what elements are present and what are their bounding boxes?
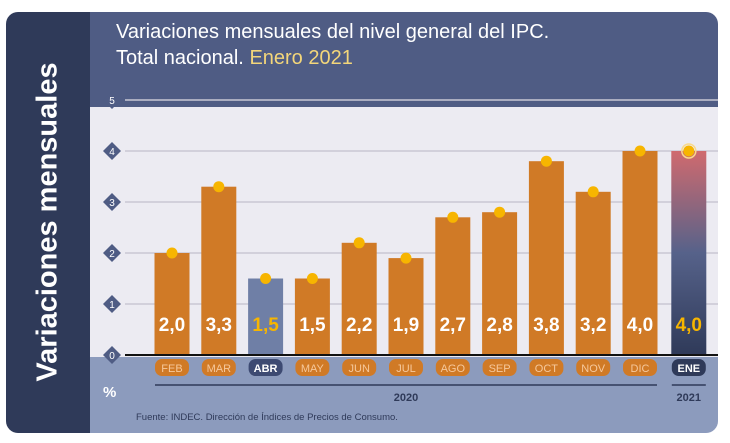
month-pill (155, 359, 189, 376)
bar-marker-halo (681, 143, 697, 159)
side-panel: Variaciones mensuales (6, 12, 90, 433)
data-label: 2,7 (440, 315, 466, 336)
y-tick-label: 5 (109, 96, 115, 107)
y-tick-label: 3 (109, 198, 115, 209)
y-tick-marker (103, 295, 121, 313)
subtitle-highlight: Enero 2021 (249, 47, 353, 69)
month-pill (529, 359, 564, 376)
bar-oct (528, 161, 564, 355)
data-label: 1,9 (393, 315, 419, 336)
month-label: ENE (677, 363, 700, 375)
y-unit-label: % (103, 384, 117, 401)
bar-abr (248, 278, 284, 355)
chart-subtitle: Total nacional. Enero 2021 (116, 47, 353, 70)
bar-may (294, 278, 330, 355)
bar-jun (341, 242, 377, 355)
bar-marker (213, 181, 225, 193)
y-tick-marker (103, 346, 121, 364)
y-tick-marker (103, 193, 121, 211)
bar-marker (683, 145, 695, 157)
data-label: 1,5 (299, 315, 326, 336)
month-pill (342, 359, 377, 376)
month-pill (576, 359, 611, 376)
bar-marker (494, 206, 506, 218)
month-label: SEP (489, 363, 511, 375)
bar-ene (671, 151, 707, 355)
month-label: JUL (396, 363, 416, 375)
source-note: Fuente: INDEC. Dirección de Índices de P… (136, 412, 398, 423)
bar-feb (154, 253, 190, 355)
month-pill (482, 359, 517, 376)
data-label: 4,0 (676, 315, 702, 336)
y-tick-marker (103, 91, 121, 109)
bar-dic (622, 151, 658, 355)
y-tick-label: 1 (109, 300, 115, 311)
data-label: 2,2 (346, 315, 372, 336)
y-tick-label: 0 (109, 351, 115, 362)
subtitle-prefix: Total nacional. (116, 47, 244, 69)
y-tick-label: 4 (109, 147, 115, 158)
month-label: FEB (161, 363, 182, 375)
bar-ago (435, 217, 471, 355)
month-pill (389, 359, 423, 376)
year-label: 2020 (394, 392, 418, 404)
bar-mar (201, 186, 237, 355)
bar-marker (166, 247, 178, 259)
bar-jul (388, 258, 424, 355)
bar-marker (400, 252, 412, 264)
month-pill (248, 359, 283, 376)
month-label: JUN (349, 363, 370, 375)
data-label: 2,8 (486, 315, 512, 336)
bar-marker (634, 145, 646, 157)
y-tick-marker (103, 244, 121, 262)
data-label: 3,8 (533, 315, 559, 336)
bar-marker (447, 211, 459, 223)
bar-marker (353, 237, 365, 249)
month-pill (201, 359, 236, 376)
data-label: 1,5 (252, 315, 279, 336)
data-label: 3,3 (206, 315, 232, 336)
data-label: 2,0 (159, 315, 185, 336)
month-pill (435, 359, 470, 376)
bar-marker (540, 155, 552, 167)
month-label: MAY (301, 363, 325, 375)
month-pill (671, 359, 706, 376)
bar-marker (306, 273, 318, 284)
bar-marker (587, 186, 599, 198)
month-label: NOV (581, 363, 606, 375)
month-label: OCT (535, 363, 559, 375)
month-pill (623, 359, 657, 376)
chart-title: Variaciones mensuales del nivel general … (116, 21, 550, 43)
month-pill (295, 359, 330, 376)
chart-header: Variaciones mensuales del nivel general … (90, 12, 718, 107)
data-label: 4,0 (627, 315, 653, 336)
year-label: 2021 (677, 392, 701, 404)
month-label: AGO (441, 363, 466, 375)
y-tick-marker (103, 142, 121, 160)
bar-marker (260, 273, 272, 284)
bar-sep (482, 212, 518, 355)
month-label: DIC (631, 363, 650, 375)
y-tick-label: 2 (109, 249, 115, 260)
month-label: ABR (254, 363, 278, 375)
month-label: MAR (207, 363, 232, 375)
data-label: 3,2 (580, 315, 606, 336)
bar-nov (575, 191, 611, 355)
